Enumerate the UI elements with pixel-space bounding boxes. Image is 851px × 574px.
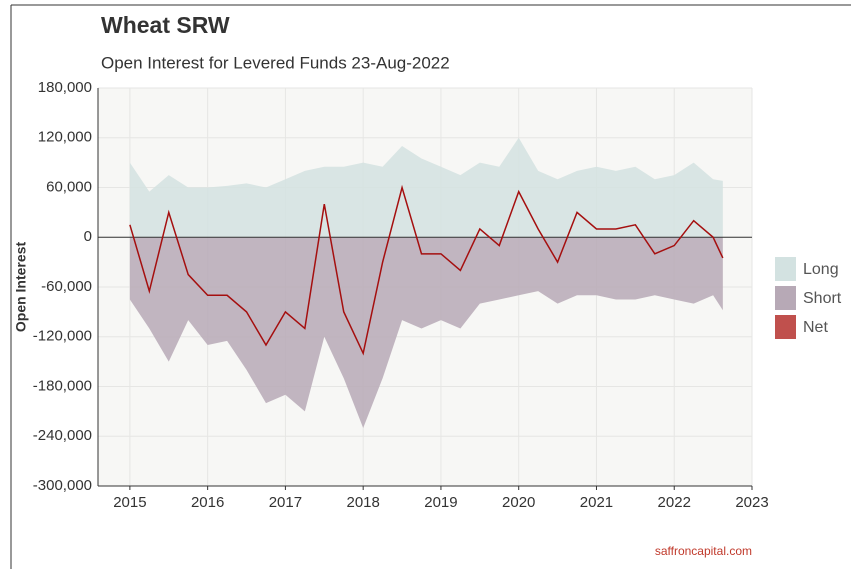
y-tick-label: -300,000 (33, 477, 92, 494)
x-tick-label: 2020 (502, 494, 535, 511)
y-tick-label: -240,000 (33, 427, 92, 444)
legend-label: Short (803, 290, 842, 307)
area (129, 137, 723, 238)
x-tick-label: 2021 (580, 494, 613, 511)
legend-swatch (775, 315, 796, 339)
area (129, 237, 723, 428)
y-axis-label: Open Interest (13, 242, 29, 333)
y-tick-label: 0 (84, 228, 92, 245)
x-tick-label: 2023 (735, 494, 768, 511)
y-tick-label: 180,000 (38, 79, 92, 96)
x-tick-label: 2022 (658, 494, 691, 511)
x-tick-label: 2017 (269, 494, 302, 511)
x-tick-label: 2018 (346, 494, 379, 511)
chart-title: Wheat SRW (101, 12, 230, 38)
x-tick-label: 2019 (424, 494, 457, 511)
source: saffroncapital.com (655, 544, 752, 558)
line (129, 184, 724, 356)
y-tick-label: -180,000 (33, 377, 92, 394)
chart-subtitle: Open Interest for Levered Funds 23-Aug-2… (101, 53, 450, 72)
legend-label: Long (803, 261, 839, 278)
legend-swatch (775, 286, 796, 310)
y-tick-label: -60,000 (41, 278, 92, 295)
y-tick-label: -120,000 (33, 328, 92, 345)
y-tick-label: 60,000 (46, 178, 92, 195)
x-tick-label: 2016 (191, 494, 224, 511)
legend-swatch (775, 257, 796, 281)
legend-label: Net (803, 319, 828, 336)
y-tick-label: 120,000 (38, 129, 92, 146)
x-tick-label: 2015 (113, 494, 146, 511)
